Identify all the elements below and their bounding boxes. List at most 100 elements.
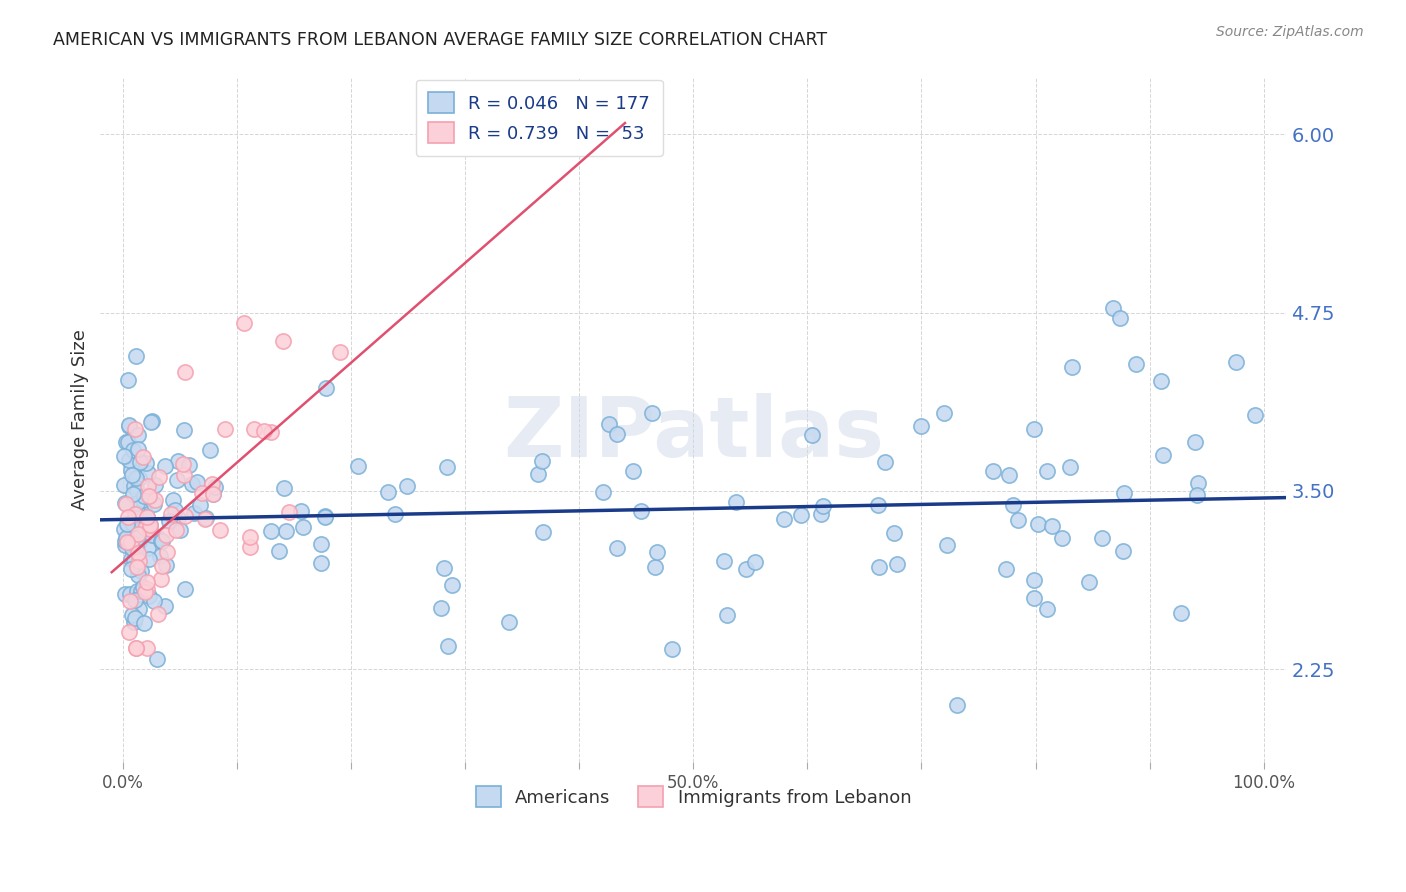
Point	[935, 538, 957, 552]
Point	[309, 556, 332, 570]
Point	[131, 492, 153, 507]
Point	[139, 518, 162, 533]
Point	[396, 479, 419, 493]
Point	[200, 442, 222, 457]
Point	[868, 559, 890, 574]
Point	[122, 478, 145, 492]
Point	[174, 365, 197, 379]
Point	[1035, 601, 1057, 615]
Point	[121, 487, 143, 501]
Point	[138, 541, 160, 555]
Point	[214, 422, 236, 436]
Point	[1091, 531, 1114, 545]
Point	[139, 522, 162, 536]
Point	[1078, 575, 1101, 590]
Point	[1062, 360, 1084, 375]
Point	[121, 516, 143, 530]
Point	[981, 464, 1004, 478]
Point	[127, 568, 149, 582]
Point	[1022, 421, 1045, 435]
Point	[149, 549, 172, 564]
Point	[180, 476, 202, 491]
Point	[141, 414, 163, 428]
Point	[139, 517, 162, 532]
Point	[346, 459, 368, 474]
Point	[433, 561, 456, 575]
Point	[125, 560, 148, 574]
Point	[124, 507, 146, 521]
Point	[191, 486, 214, 500]
Point	[526, 467, 548, 482]
Point	[118, 453, 141, 467]
Point	[430, 600, 453, 615]
Point	[115, 516, 138, 531]
Point	[630, 504, 652, 518]
Point	[1185, 488, 1208, 502]
Point	[138, 489, 160, 503]
Point	[239, 530, 262, 544]
Point	[163, 503, 186, 517]
Point	[127, 527, 149, 541]
Point	[1187, 475, 1209, 490]
Point	[311, 537, 333, 551]
Point	[121, 541, 143, 556]
Point	[1024, 591, 1046, 605]
Point	[201, 476, 224, 491]
Point	[115, 535, 138, 549]
Point	[146, 531, 169, 545]
Point	[179, 458, 201, 472]
Point	[314, 508, 336, 523]
Point	[1125, 357, 1147, 371]
Point	[945, 698, 967, 712]
Point	[114, 538, 136, 552]
Point	[153, 599, 176, 613]
Point	[127, 442, 149, 457]
Point	[132, 503, 155, 517]
Point	[315, 381, 337, 395]
Point	[1024, 573, 1046, 587]
Point	[135, 575, 157, 590]
Point	[166, 473, 188, 487]
Point	[150, 558, 173, 573]
Text: AMERICAN VS IMMIGRANTS FROM LEBANON AVERAGE FAMILY SIZE CORRELATION CHART: AMERICAN VS IMMIGRANTS FROM LEBANON AVER…	[53, 31, 828, 49]
Point	[173, 468, 195, 483]
Point	[132, 615, 155, 630]
Point	[1112, 544, 1135, 558]
Point	[157, 514, 180, 528]
Point	[994, 562, 1017, 576]
Point	[1244, 409, 1267, 423]
Point	[135, 510, 157, 524]
Point	[118, 417, 141, 432]
Point	[115, 531, 138, 545]
Point	[276, 524, 298, 539]
Point	[121, 607, 143, 622]
Point	[273, 481, 295, 495]
Point	[129, 583, 152, 598]
Point	[260, 425, 283, 439]
Point	[441, 578, 464, 592]
Point	[145, 651, 167, 665]
Point	[117, 624, 139, 639]
Point	[125, 584, 148, 599]
Point	[592, 485, 614, 500]
Point	[606, 541, 628, 555]
Point	[278, 505, 301, 519]
Point	[1101, 301, 1123, 315]
Point	[134, 584, 156, 599]
Point	[149, 572, 172, 586]
Point	[124, 611, 146, 625]
Point	[129, 523, 152, 537]
Point	[384, 507, 406, 521]
Point	[173, 423, 195, 437]
Point	[117, 434, 139, 449]
Point	[239, 540, 262, 554]
Point	[260, 524, 283, 538]
Point	[1150, 374, 1173, 388]
Point	[169, 523, 191, 537]
Point	[124, 471, 146, 485]
Point	[143, 593, 166, 607]
Point	[117, 510, 139, 524]
Point	[124, 593, 146, 607]
Point	[120, 551, 142, 566]
Point	[329, 344, 352, 359]
